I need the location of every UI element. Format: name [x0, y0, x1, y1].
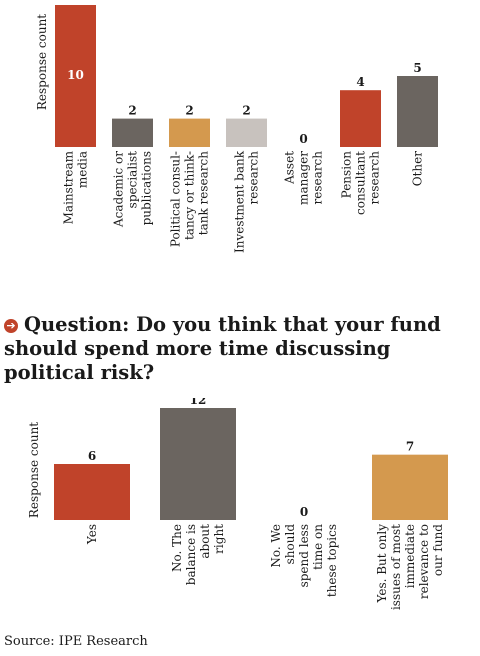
bar: [160, 408, 236, 520]
category-label: publications: [140, 151, 154, 225]
data-label: 12: [190, 398, 207, 407]
category-label: tancy or think-: [183, 151, 197, 240]
y-axis-label: Response count: [35, 14, 49, 110]
category-label: about: [198, 524, 212, 559]
category-label: Other: [411, 151, 425, 186]
category-label: consultant: [354, 151, 368, 215]
data-label: 2: [128, 104, 136, 118]
category-label: research: [247, 151, 261, 205]
source-note: Source: IPE Research: [4, 634, 148, 649]
data-label: 2: [242, 104, 250, 118]
category-label: immediate: [403, 524, 417, 588]
data-label: 2: [185, 104, 193, 118]
category-label: No. We: [269, 524, 283, 568]
category-label: tank research: [197, 151, 211, 236]
arrow-right-circle-icon: ➔: [4, 319, 18, 333]
category-label: specialist: [126, 151, 140, 208]
bar: [54, 464, 130, 520]
category-label: our fund: [431, 524, 445, 576]
data-label: 0: [300, 505, 308, 519]
category-label: Pension: [340, 151, 354, 199]
category-label: Yes: [85, 524, 99, 545]
category-label: media: [76, 151, 90, 188]
question-heading: ➔ Question: Do you think that your fund s…: [4, 313, 474, 385]
chart-political-risk: Response count 6 Yes 12 No. The balance is abo…: [27, 398, 448, 610]
data-label: 5: [413, 61, 421, 75]
bar: [169, 118, 210, 147]
category-label: manager: [297, 151, 311, 205]
category-label: No. The: [170, 524, 184, 572]
data-label: 10: [67, 68, 84, 82]
category-label: Investment bank: [233, 150, 247, 253]
category-label: these topics: [325, 524, 339, 597]
bar: [226, 118, 267, 147]
category-label: time on: [311, 524, 325, 570]
chart-response-sources: Response count 10 Mainstream media 2 Academic…: [35, 5, 438, 253]
category-label: balance is: [184, 524, 198, 585]
bar: [112, 118, 153, 147]
category-label: Yes. But only: [375, 524, 389, 604]
question-text: Question: Do you think that your fund sh…: [4, 313, 441, 384]
category-label: should: [283, 524, 297, 565]
category-label: Asset: [283, 151, 297, 185]
data-label: 4: [356, 75, 364, 89]
data-label: 6: [88, 449, 96, 463]
data-label: 0: [299, 132, 307, 146]
data-label: 7: [406, 440, 414, 454]
bar: [397, 76, 438, 147]
category-label: relevance to: [417, 524, 431, 599]
category-label: Mainstream: [62, 150, 76, 224]
category-label: right: [212, 524, 226, 554]
category-label: research: [311, 151, 325, 205]
bar: [55, 5, 96, 147]
category-label: issues of most: [389, 524, 403, 610]
category-label: spend less: [297, 524, 311, 587]
category-label: Academic or: [112, 151, 126, 228]
y-axis-label: Response count: [27, 422, 41, 518]
bar: [340, 90, 381, 147]
category-label: research: [368, 151, 382, 205]
bar: [372, 454, 448, 520]
category-label: Political consul-: [169, 151, 183, 247]
